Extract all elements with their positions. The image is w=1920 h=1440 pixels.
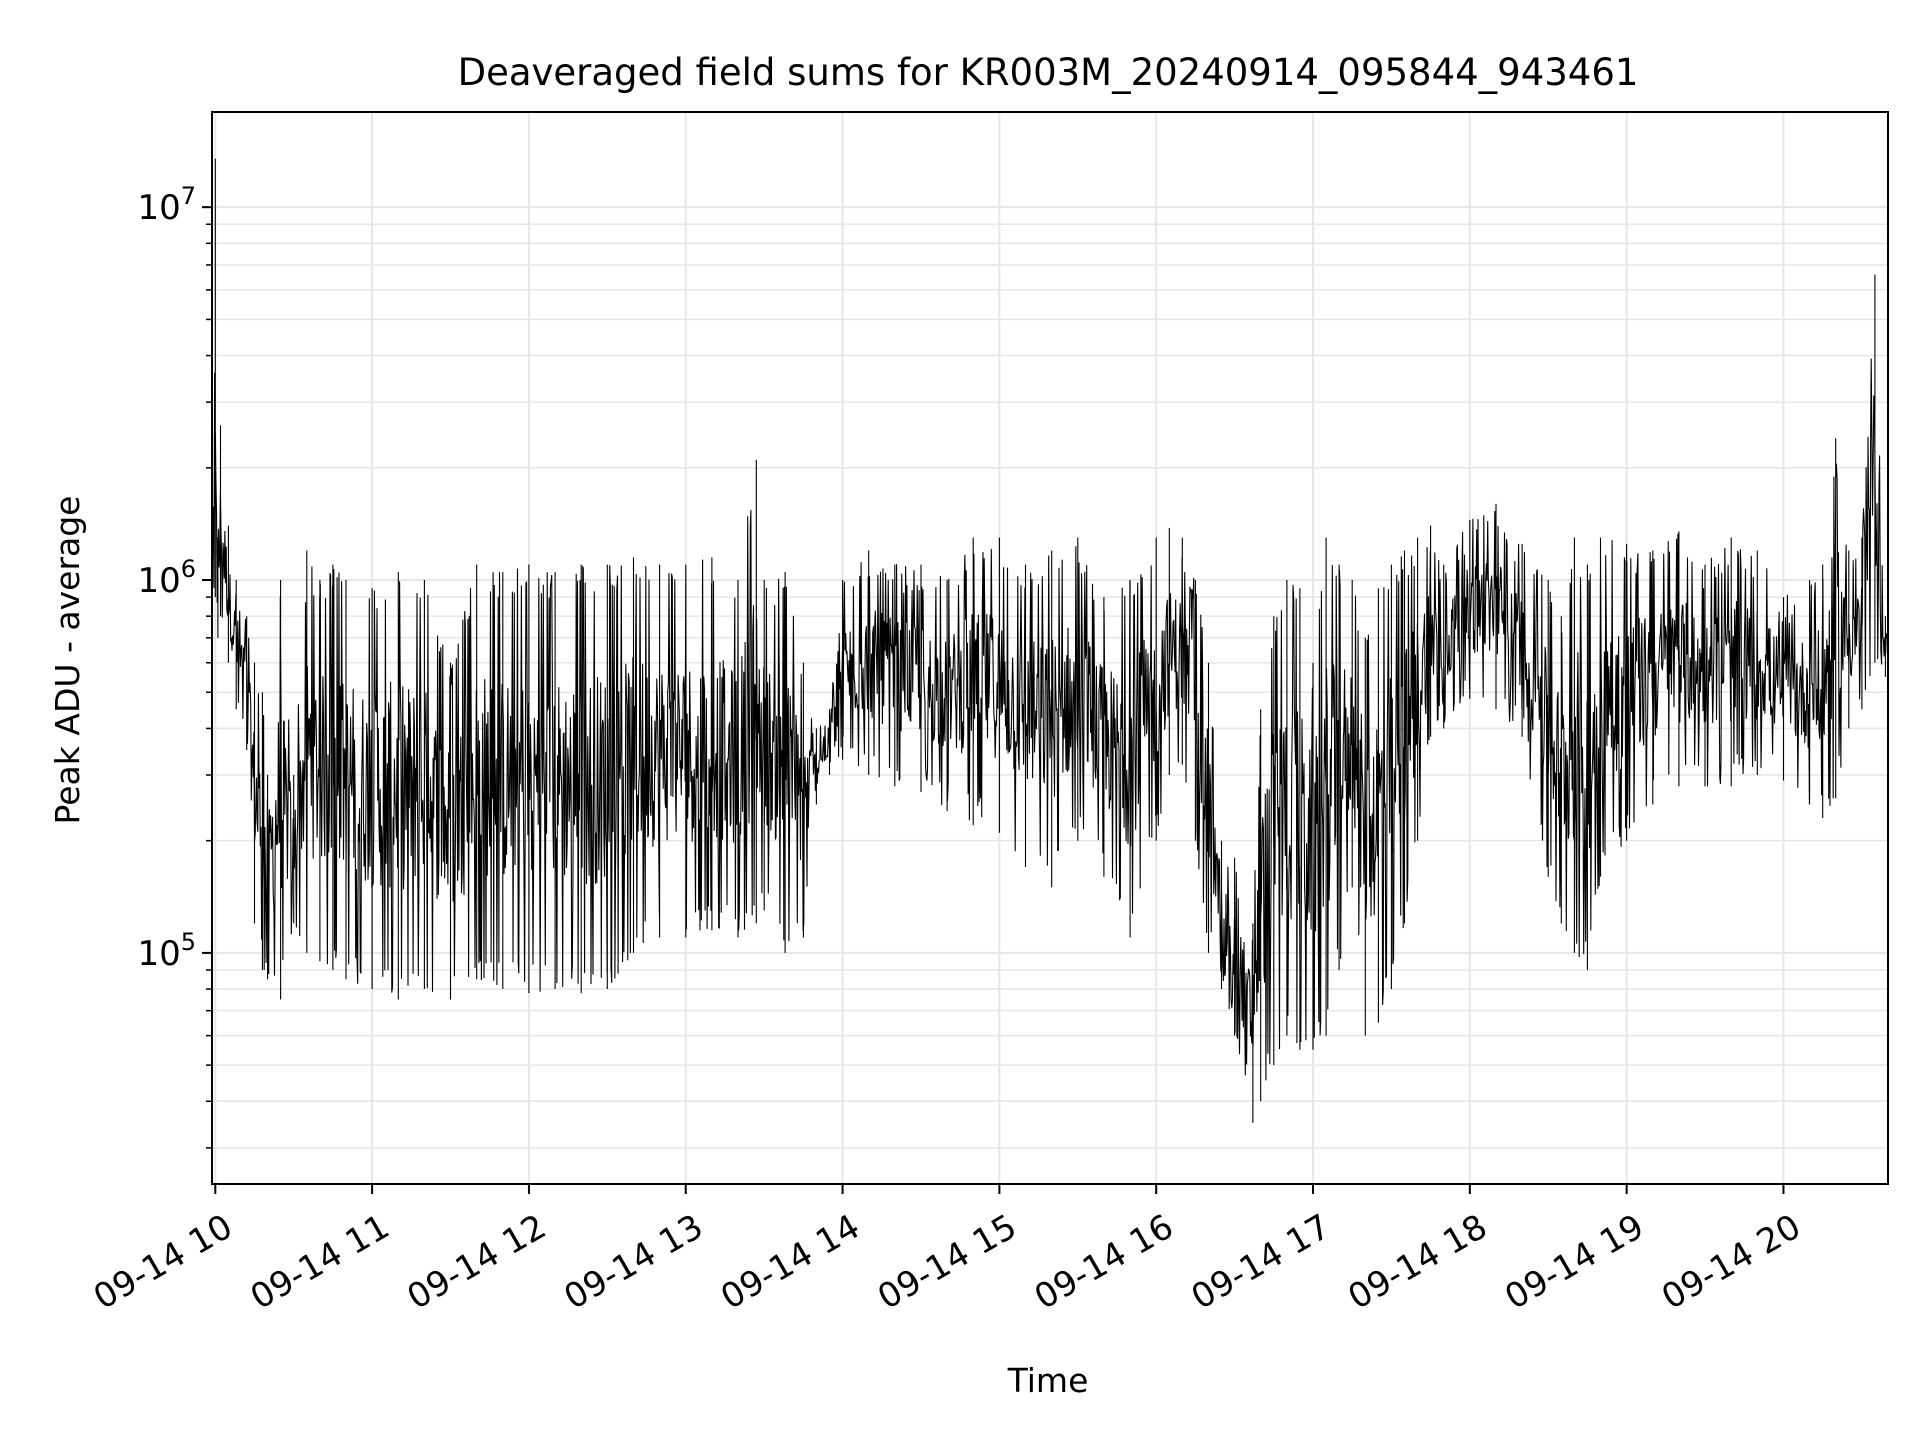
y-axis-ticks: 105 106 107	[137, 182, 212, 1149]
y-tick-label: 107	[137, 182, 196, 228]
plot-frame	[211, 111, 1889, 1185]
chart-title: Deaveraged field sums for KR003M_2024091…	[458, 51, 1639, 94]
x-axis-label: Time	[1007, 1361, 1089, 1400]
y-tick-label: 106	[137, 555, 196, 601]
series-line	[211, 158, 1889, 1123]
y-axis-label: Peak ADU - average	[48, 496, 87, 825]
y-tick-label: 105	[137, 928, 196, 974]
